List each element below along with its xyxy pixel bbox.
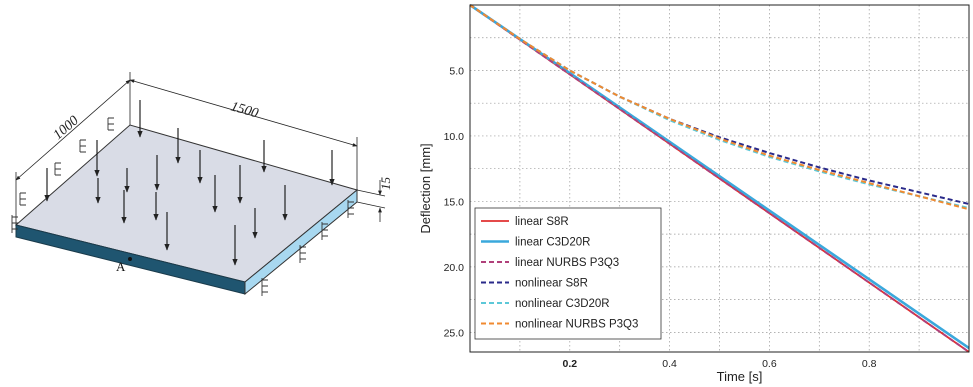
- legend-label: nonlinear S8R: [515, 278, 588, 290]
- legend-label: nonlinear NURBS P3Q3: [515, 319, 638, 331]
- y-tick-label: 25.0: [444, 327, 465, 339]
- load-arrows: [44, 100, 335, 266]
- x-tick-label: 0.2: [562, 358, 577, 370]
- point-a-label: A: [116, 259, 126, 274]
- x-tick-label: 0.4: [662, 358, 677, 370]
- chart-series: [469, 3, 970, 353]
- plate-top-face: [14, 124, 359, 283]
- legend-box: [474, 207, 662, 340]
- y-tick-label: 10.0: [444, 131, 465, 143]
- y-tick-label: 5.0: [449, 65, 464, 77]
- series-line-nonlinear-nurbs-p3q3: [469, 4, 970, 211]
- plot-frame: [469, 4, 970, 353]
- chart-legend: linear S8R linear C3D20R linear NURBS P3Q3…: [474, 207, 662, 340]
- deflection-chart: 0.2 0.4 0.6 0.8 5.0 10.0 15.0 20.0 25.0 Time [s]…: [418, 3, 970, 384]
- x-tick-label: 0.8: [862, 358, 877, 370]
- dimension-thickness-label: 15: [378, 177, 393, 191]
- legend-label: linear NURBS P3Q3: [515, 257, 619, 269]
- legend-label: linear C3D20R: [515, 237, 590, 249]
- boundary-supports: [11, 117, 354, 296]
- legend-label: nonlinear C3D20R: [515, 298, 610, 310]
- y-tick-label: 15.0: [444, 196, 465, 208]
- y-axis-label: Deflection [mm]: [418, 143, 433, 233]
- dimension-lines: [15, 72, 386, 225]
- dimension-width-label: 1000: [51, 113, 82, 143]
- chart-ticks: 0.2 0.4 0.6 0.8 5.0 10.0 15.0 20.0 25.0: [444, 65, 877, 370]
- y-tick-label: 20.0: [444, 262, 465, 274]
- legend-label: linear S8R: [515, 216, 569, 228]
- x-axis-label: Time [s]: [717, 369, 763, 384]
- dimension-length-label: 1500: [229, 99, 260, 121]
- plate-diagram: 1000 1500 15: [11, 72, 393, 296]
- series-line-linear-nurbs-p3q3: [469, 4, 970, 353]
- point-a-marker: [128, 257, 132, 261]
- x-tick-label: 0.6: [762, 358, 777, 370]
